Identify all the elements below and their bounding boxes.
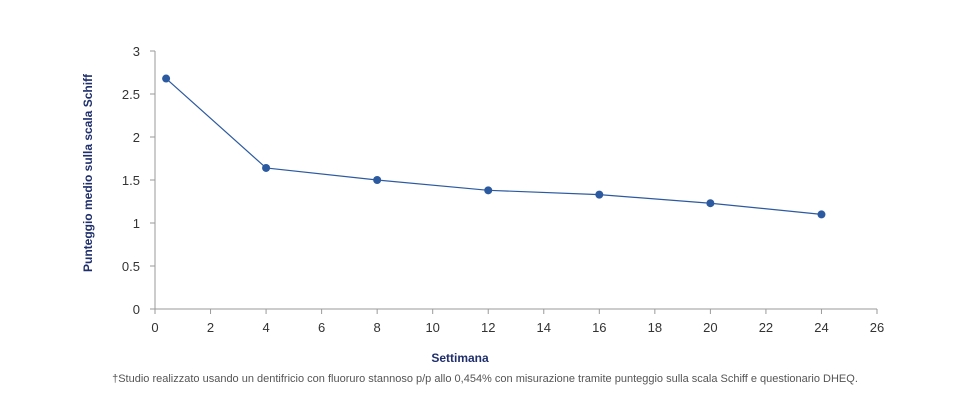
x-tick-label: 22 xyxy=(759,320,773,335)
x-tick-label: 8 xyxy=(374,320,381,335)
y-tick-label: 1.5 xyxy=(122,173,140,188)
data-point xyxy=(162,74,171,83)
footnote: †Studio realizzato usando un dentifricio… xyxy=(112,373,858,385)
data-point xyxy=(262,163,271,172)
y-axis-title: Punteggio medio sulla scala Schiff xyxy=(81,73,95,272)
x-tick-label: 20 xyxy=(703,320,717,335)
x-tick-label: 2 xyxy=(207,320,214,335)
data-point xyxy=(595,190,604,199)
y-tick-label: 2 xyxy=(133,130,140,145)
x-tick-label: 24 xyxy=(814,320,828,335)
x-tick-label: 0 xyxy=(151,320,158,335)
data-point xyxy=(373,176,382,184)
x-tick-label: 14 xyxy=(537,320,551,335)
x-tick-label: 16 xyxy=(592,320,606,335)
series-line xyxy=(165,78,822,215)
data-point xyxy=(817,210,826,219)
y-axis-ticks: 0 0.5 1 1.5 2 2.5 3 xyxy=(122,44,155,317)
y-tick-label: 0.5 xyxy=(122,259,140,274)
x-tick-label: 26 xyxy=(870,320,884,335)
series-layer xyxy=(162,74,826,219)
x-axis-title: Settimana xyxy=(431,351,489,365)
x-tick-label: 4 xyxy=(262,320,269,335)
x-tick-label: 6 xyxy=(318,320,325,335)
data-point xyxy=(706,199,715,208)
x-tick-label: 10 xyxy=(425,320,439,335)
y-tick-label: 2.5 xyxy=(122,87,140,102)
data-point xyxy=(484,186,493,195)
y-tick-label: 1 xyxy=(133,216,140,231)
x-axis-ticks: 0 2 4 6 8 10 12 14 16 18 20 22 24 26 xyxy=(151,309,884,335)
y-tick-label: 3 xyxy=(133,44,140,59)
x-tick-label: 18 xyxy=(648,320,662,335)
y-tick-label: 0 xyxy=(133,302,140,317)
line-chart: 0 2 4 6 8 10 12 14 16 18 20 22 24 26 00.511.522.53 Se… xyxy=(81,44,884,365)
chart-axes xyxy=(154,51,877,310)
x-tick-label: 12 xyxy=(481,320,495,335)
